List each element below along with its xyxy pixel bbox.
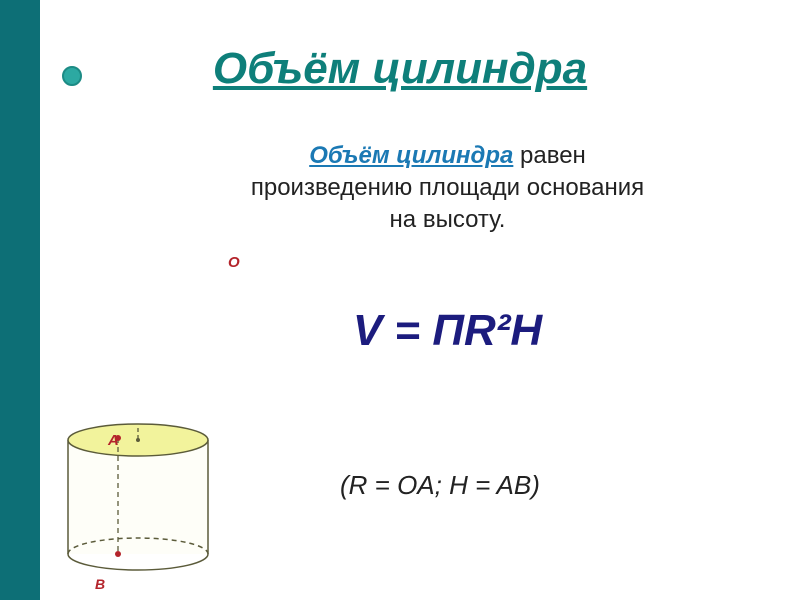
subtitle-rest-1: равен (513, 142, 585, 169)
cylinder-diagram (58, 414, 218, 584)
point-b (115, 551, 121, 557)
legend-text: (R = OA; H = AB) (340, 470, 540, 501)
point-center-top (136, 438, 140, 442)
cyl-bottom-front (68, 554, 208, 570)
subtitle-line-1: Объём цилиндра равен (155, 142, 740, 170)
subtitle-line-2: произведению площади основания (155, 174, 740, 202)
volume-formula: V = ПR²H (155, 306, 740, 356)
label-a: А (108, 432, 119, 449)
label-o: О (228, 254, 240, 271)
subtitle-line-3: на высоту. (155, 206, 740, 234)
subtitle-emphasis: Объём цилиндра (309, 142, 513, 169)
label-b: В (95, 576, 105, 592)
slide-title: Объём цилиндра (0, 44, 800, 94)
cylinder-svg (58, 414, 218, 584)
